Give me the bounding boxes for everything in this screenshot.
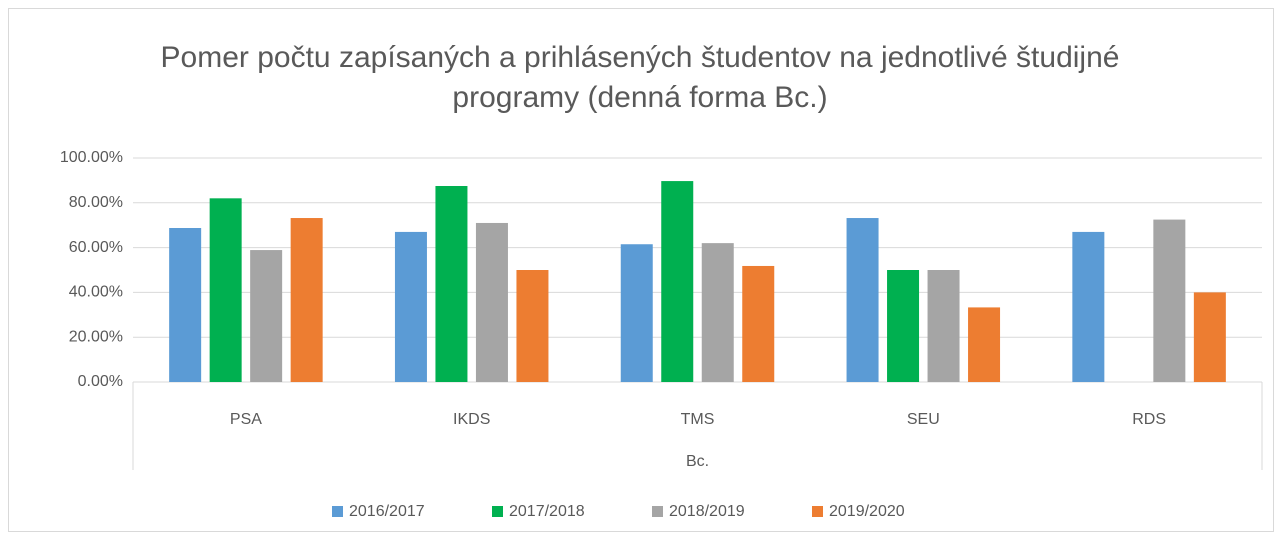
bar bbox=[620, 244, 653, 382]
x-tick-label: SEU bbox=[907, 411, 940, 428]
legend-swatch bbox=[332, 506, 343, 517]
legend-swatch bbox=[652, 506, 663, 517]
y-tick-label: 20.00% bbox=[69, 328, 123, 345]
bar bbox=[742, 265, 775, 382]
bar bbox=[846, 218, 879, 382]
bar bbox=[394, 231, 427, 382]
chart-title: Pomer počtu zapísaných a prihlásených št… bbox=[160, 41, 1120, 114]
bar bbox=[968, 307, 1001, 382]
y-tick-label: 40.00% bbox=[69, 284, 123, 301]
bar bbox=[1193, 292, 1226, 382]
bar bbox=[887, 270, 920, 382]
bar bbox=[209, 198, 242, 382]
x-tick-label: RDS bbox=[1132, 411, 1166, 428]
y-tick-label: 0.00% bbox=[78, 373, 123, 390]
group-label: Bc. bbox=[686, 453, 709, 470]
legend-swatch bbox=[812, 506, 823, 517]
bar bbox=[475, 222, 508, 382]
bar bbox=[1153, 219, 1186, 382]
bar bbox=[661, 181, 694, 382]
bar bbox=[927, 270, 960, 382]
y-tick-label: 60.00% bbox=[69, 239, 123, 256]
y-tick-label: 80.00% bbox=[69, 194, 123, 211]
x-tick-label: PSA bbox=[230, 411, 262, 428]
x-tick-label: TMS bbox=[681, 411, 715, 428]
bar bbox=[250, 250, 283, 382]
legend-label: 2016/2017 bbox=[349, 503, 425, 520]
bar bbox=[435, 186, 468, 382]
legend-swatch bbox=[492, 506, 503, 517]
x-tick-label: IKDS bbox=[453, 411, 490, 428]
y-tick-label: 100.00% bbox=[60, 149, 123, 166]
bar bbox=[1072, 231, 1105, 382]
legend-label: 2017/2018 bbox=[509, 503, 585, 520]
bar bbox=[169, 228, 202, 382]
legend-label: 2018/2019 bbox=[669, 503, 745, 520]
bar bbox=[290, 218, 323, 382]
legend-label: 2019/2020 bbox=[829, 503, 905, 520]
bar bbox=[516, 270, 549, 382]
bar bbox=[701, 243, 734, 382]
